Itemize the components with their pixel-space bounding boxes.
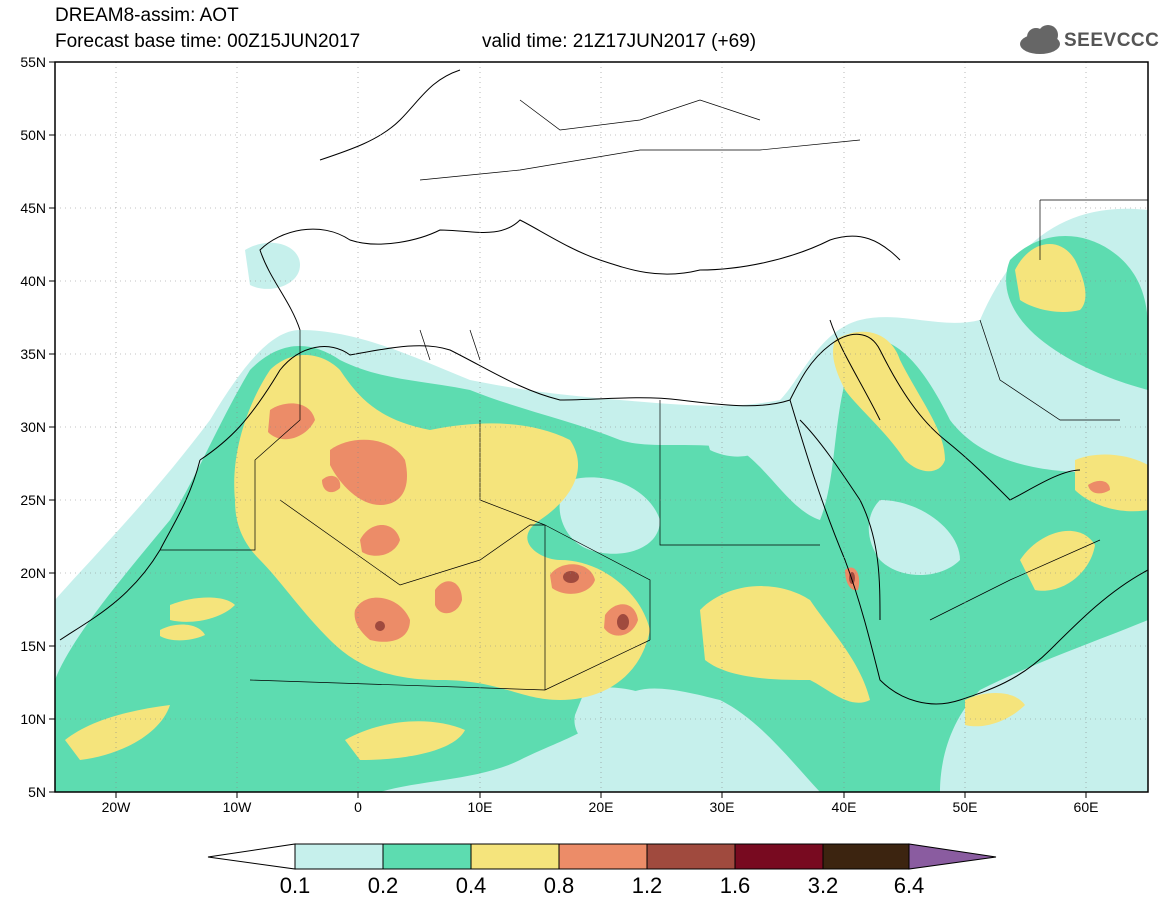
colorbar-label: 3.2 <box>808 873 839 898</box>
colorbar-label: 0.2 <box>368 873 399 898</box>
lon-label: 20E <box>589 799 614 815</box>
lon-label: 20W <box>102 799 132 815</box>
lat-label: 55N <box>20 54 46 70</box>
aot-band-0.4 <box>65 243 1148 760</box>
aot-band-0.1-holes <box>559 411 960 760</box>
colorbar-labels: 0.1 0.2 0.4 0.8 1.2 1.6 3.2 6.4 <box>280 873 925 898</box>
map-title: DREAM8-assim: AOT <box>55 5 239 26</box>
colorbar-swatch <box>294 843 384 870</box>
aot-band-0.8 <box>268 403 1110 642</box>
colorbar-label: 0.1 <box>280 873 311 898</box>
lat-label: 5N <box>28 784 46 800</box>
lon-label: 50E <box>953 799 978 815</box>
colorbar-swatch <box>646 843 736 870</box>
lon-label: 40E <box>832 799 857 815</box>
longitude-labels: 20W 10W 0 10E 20E 30E 40E 50E 60E <box>102 799 1099 815</box>
colorbar <box>207 843 997 870</box>
logo-text: SEEVCCC <box>1064 30 1160 51</box>
lon-label: 0 <box>354 799 362 815</box>
colorbar-label: 0.4 <box>456 873 487 898</box>
lat-label: 25N <box>20 492 46 508</box>
lat-label: 15N <box>20 638 46 654</box>
colorbar-high-arrow <box>908 843 997 870</box>
latitude-labels: 55N 50N 45N 40N 35N 30N 25N 20N 15N 10N … <box>20 54 46 800</box>
colorbar-swatch <box>382 843 472 870</box>
lon-label: 60E <box>1074 799 1099 815</box>
lon-label: 10E <box>468 799 493 815</box>
lat-label: 20N <box>20 565 46 581</box>
seevccc-logo <box>1020 25 1060 54</box>
cloud-icon <box>1020 25 1060 54</box>
axis-ticks <box>49 61 1087 798</box>
coastlines <box>59 69 1148 705</box>
colorbar-label: 1.2 <box>632 873 663 898</box>
lat-label: 50N <box>20 127 46 143</box>
country-borders <box>160 99 1148 691</box>
colorbar-swatch <box>822 843 910 870</box>
lat-label: 40N <box>20 273 46 289</box>
colorbar-label: 6.4 <box>894 873 925 898</box>
lon-label: 10W <box>223 799 253 815</box>
colorbar-swatch <box>734 843 824 870</box>
colorbar-swatch <box>470 843 560 870</box>
colorbar-label: 0.8 <box>544 873 575 898</box>
lat-label: 30N <box>20 419 46 435</box>
colorbar-low-arrow <box>207 843 296 870</box>
grid-lines <box>55 62 1148 792</box>
lat-label: 10N <box>20 711 46 727</box>
lon-label: 30E <box>710 799 735 815</box>
colorbar-swatch <box>558 843 648 870</box>
forecast-base-time: Forecast base time: 00Z15JUN2017 <box>55 31 361 52</box>
lat-label: 45N <box>20 200 46 216</box>
valid-time: valid time: 21Z17JUN2017 (+69) <box>482 31 757 52</box>
aot-field <box>55 62 1148 792</box>
colorbar-label: 1.6 <box>720 873 751 898</box>
lat-label: 35N <box>20 346 46 362</box>
